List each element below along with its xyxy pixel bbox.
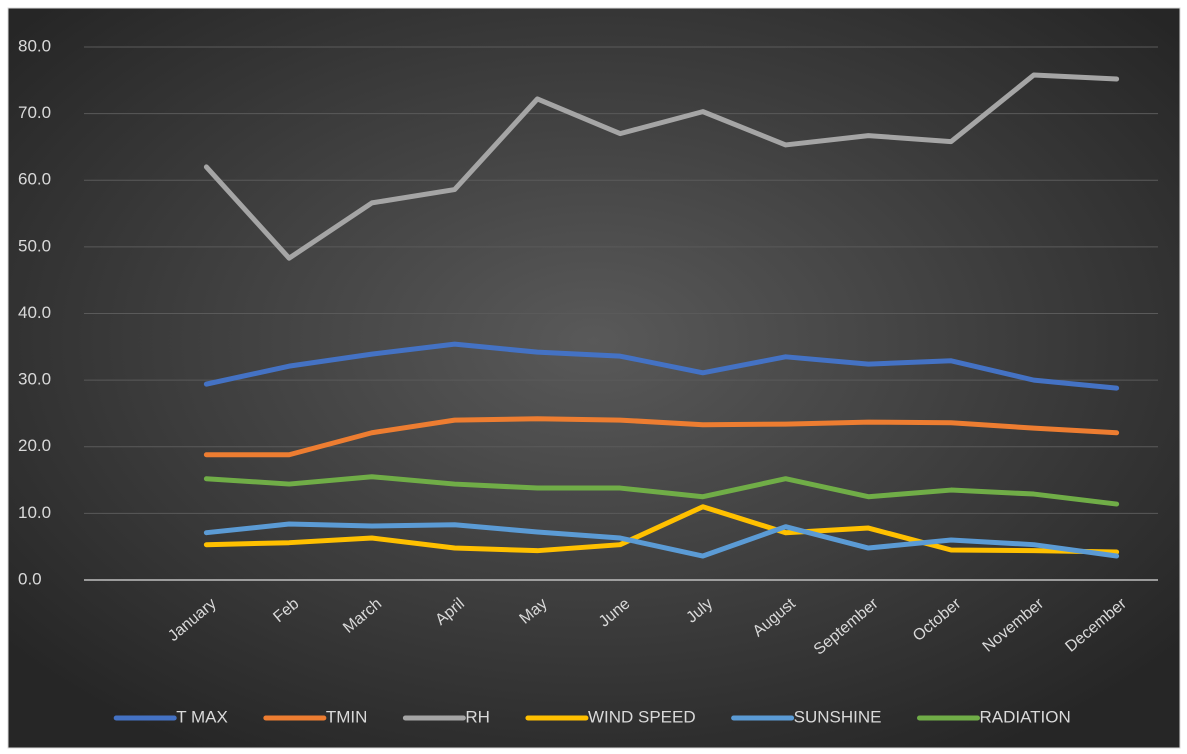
series-line — [203, 416, 1120, 458]
y-tick-label: 70.0 — [18, 103, 51, 122]
y-tick-label: 0.0 — [18, 569, 42, 588]
y-tick-label: 50.0 — [18, 236, 51, 255]
series-line — [203, 72, 1120, 261]
y-tick-label: 10.0 — [18, 503, 51, 522]
y-tick-label: 60.0 — [18, 170, 51, 189]
legend-label: TMIN — [326, 707, 368, 726]
legend-label: SUNSHINE — [794, 707, 882, 726]
y-tick-label: 30.0 — [18, 370, 51, 389]
y-tick-label: 40.0 — [18, 303, 51, 322]
series-line — [203, 341, 1120, 391]
legend-label: WIND SPEED — [588, 707, 696, 726]
y-tick-label: 20.0 — [18, 436, 51, 455]
series-line — [203, 521, 1120, 559]
y-tick-label: 80.0 — [18, 36, 51, 55]
chart-background — [7, 7, 1181, 749]
series-line — [203, 504, 1120, 555]
legend-label: RADIATION — [979, 707, 1070, 726]
legend-label: RH — [465, 707, 490, 726]
series-line — [203, 474, 1120, 507]
legend-label: T MAX — [176, 707, 228, 726]
